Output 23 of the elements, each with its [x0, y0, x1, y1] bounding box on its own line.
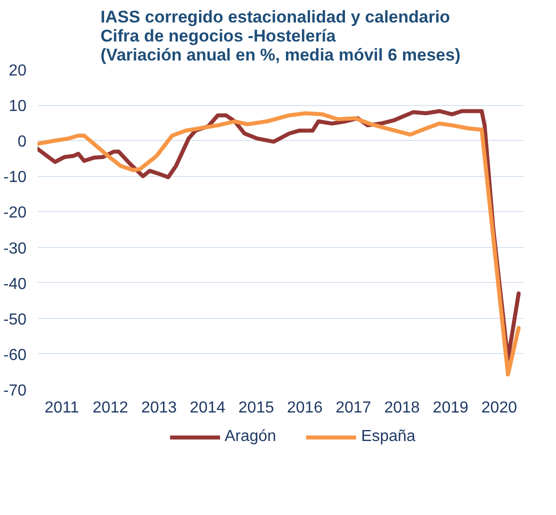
chart-title: IASS corregido estacionalidad y calendario Cifra de negocios -Hostelería (Variación anual en %, media móvil 6 meses): [100, 8, 460, 64]
y-tick-label: -60: [3, 346, 27, 364]
x-tick-label: 2013: [141, 400, 177, 416]
x-tick-label: 2018: [384, 400, 420, 416]
y-tick-label: -30: [3, 240, 27, 258]
x-tick-label: 2012: [92, 400, 128, 416]
y-tick-label: 10: [8, 98, 27, 116]
y-tick-label: -50: [3, 311, 27, 328]
y-tick-label: -20: [3, 204, 27, 222]
legend-label: Aragón: [224, 428, 276, 446]
y-tick-label: -10: [3, 169, 27, 186]
y-tick-label: 0: [18, 134, 27, 151]
x-tick-label: 2017: [336, 400, 372, 416]
y-tick-label: 20: [8, 62, 27, 80]
x-tick-label: 2019: [432, 400, 468, 416]
x-tick-label: 2014: [190, 400, 226, 416]
legend-label: España: [361, 428, 416, 446]
y-tick-label: -40: [3, 276, 27, 293]
x-tick-label: 2011: [44, 400, 80, 416]
x-tick-label: 2020: [481, 400, 518, 416]
x-tick-label: 2016: [287, 400, 323, 416]
x-tick-label: 2015: [238, 400, 274, 416]
y-tick-label: -70: [3, 382, 27, 400]
